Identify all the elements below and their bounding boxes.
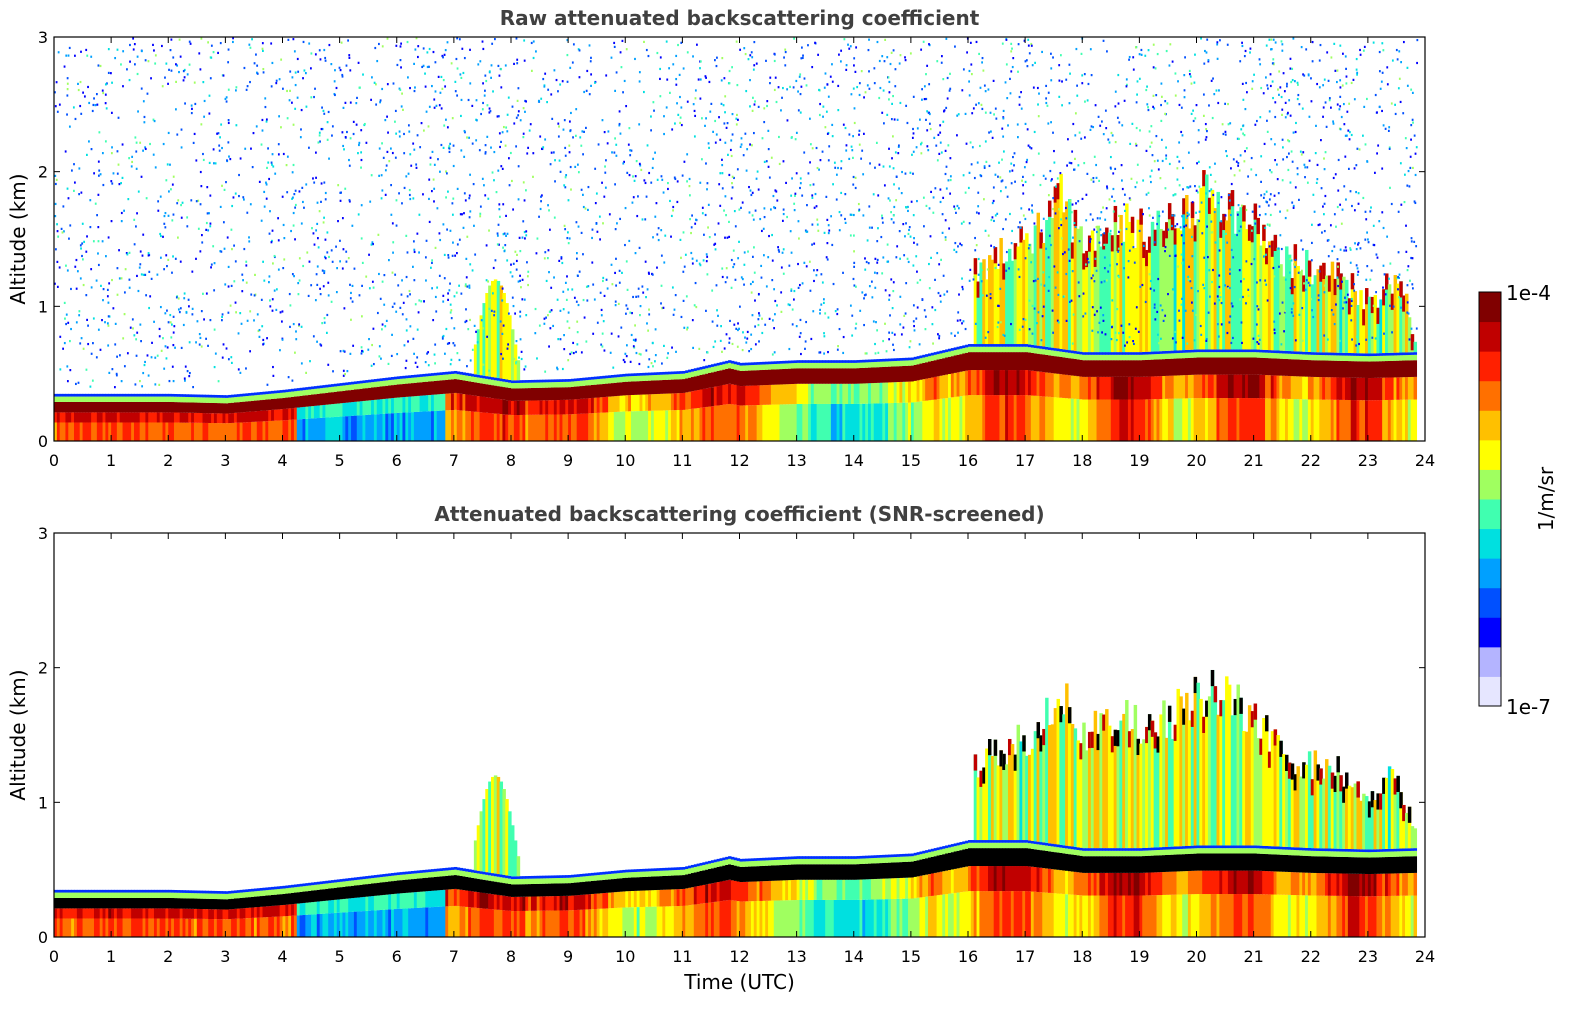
x-tick-label: 12 — [729, 451, 749, 470]
x-tick-label: 19 — [1129, 451, 1149, 470]
colorbar-segment — [1479, 380, 1501, 411]
x-tick-label: 6 — [392, 947, 402, 966]
x-tick-label: 13 — [786, 451, 806, 470]
x-tick-label: 15 — [901, 947, 921, 966]
colorbar-segment — [1479, 676, 1501, 707]
colorbar-label: 1/m/sr — [1534, 466, 1558, 531]
colorbar-segment — [1479, 617, 1501, 648]
colorbar-segment — [1479, 469, 1501, 500]
colorbar-segment — [1479, 528, 1501, 559]
x-tick-label: 3 — [220, 451, 230, 470]
x-tick-label: 19 — [1129, 947, 1149, 966]
x-tick-label: 18 — [1072, 947, 1092, 966]
colorbar-segment — [1479, 321, 1501, 352]
x-tick-label: 23 — [1358, 947, 1378, 966]
colorbar-segment — [1479, 292, 1501, 323]
y-tick-label: 1 — [38, 793, 48, 812]
x-tick-label: 21 — [1243, 451, 1263, 470]
x-tick-label: 4 — [277, 947, 287, 966]
y-axis-label: Altitude (km) — [6, 669, 30, 800]
colorbar-min-label: 1e-7 — [1506, 695, 1551, 719]
panel-title-screened: Attenuated backscattering coefficient (S… — [434, 502, 1045, 526]
x-tick-label: 14 — [844, 451, 864, 470]
x-tick-label: 4 — [277, 451, 287, 470]
y-tick-label: 0 — [38, 928, 48, 947]
x-tick-label: 20 — [1186, 947, 1206, 966]
x-tick-label: 21 — [1243, 947, 1263, 966]
x-tick-label: 0 — [49, 947, 59, 966]
x-tick-label: 17 — [1015, 451, 1035, 470]
colorbar-segment — [1479, 558, 1501, 589]
y-axis-label: Altitude (km) — [6, 173, 30, 304]
x-tick-label: 23 — [1358, 451, 1378, 470]
x-tick-label: 1 — [106, 451, 116, 470]
snr-screened-backscatter-panel: 0 1 2 3 4 5 6 7 8 9 10 11 12 13 14 15 16 17 18 19 20 21 22 23 24… — [6, 524, 1435, 994]
x-tick-label: 24 — [1415, 947, 1435, 966]
x-tick-label: 9 — [563, 947, 573, 966]
raw-backscatter-panel: 0 1 2 3 4 5 6 7 8 9 10 11 12 13 14 15 16 17 18 19 20 21 22 23 24… — [6, 28, 1435, 470]
backscatter-heatmap — [54, 37, 1425, 441]
x-tick-label: 5 — [335, 947, 345, 966]
x-tick-label: 15 — [901, 451, 921, 470]
x-tick-label: 10 — [615, 947, 635, 966]
x-tick-label: 14 — [844, 947, 864, 966]
x-tick-label: 7 — [449, 947, 459, 966]
x-tick-label: 3 — [220, 947, 230, 966]
x-tick-label: 0 — [49, 451, 59, 470]
x-tick-label: 24 — [1415, 451, 1435, 470]
colorbar-segment — [1479, 439, 1501, 470]
x-tick-label: 2 — [163, 451, 173, 470]
colorbar-segment — [1479, 351, 1501, 382]
panel-title-raw: Raw attenuated backscattering coefficien… — [499, 6, 980, 30]
colorbar-segment — [1479, 410, 1501, 441]
x-tick-label: 18 — [1072, 451, 1092, 470]
y-tick-label: 2 — [38, 659, 48, 678]
y-tick-label: 2 — [38, 163, 48, 182]
x-tick-label: 8 — [506, 947, 516, 966]
x-tick-label: 11 — [672, 451, 692, 470]
x-tick-label: 9 — [563, 451, 573, 470]
x-tick-label: 10 — [615, 451, 635, 470]
colorbar-segment — [1479, 646, 1501, 677]
x-tick-label: 13 — [786, 947, 806, 966]
x-tick-label: 5 — [335, 451, 345, 470]
x-tick-label: 7 — [449, 451, 459, 470]
y-tick-label: 3 — [38, 28, 48, 47]
x-tick-label: 22 — [1301, 947, 1321, 966]
colorbar-segment — [1479, 499, 1501, 530]
colorbar-segment — [1479, 587, 1501, 618]
x-tick-label: 1 — [106, 947, 116, 966]
x-tick-label: 16 — [958, 451, 978, 470]
x-tick-label: 20 — [1186, 451, 1206, 470]
x-tick-label: 17 — [1015, 947, 1035, 966]
x-tick-label: 2 — [163, 947, 173, 966]
x-tick-label: 12 — [729, 947, 749, 966]
x-tick-label: 8 — [506, 451, 516, 470]
x-tick-label: 11 — [672, 947, 692, 966]
backscatter-heatmap — [54, 533, 1425, 937]
x-tick-label: 22 — [1301, 451, 1321, 470]
colorbar: 1e-4 1e-7 1/m/sr — [1478, 281, 1558, 719]
y-tick-label: 3 — [38, 524, 48, 543]
y-tick-label: 0 — [38, 432, 48, 451]
x-tick-label: 6 — [392, 451, 402, 470]
y-tick-label: 1 — [38, 297, 48, 316]
x-tick-label: 16 — [958, 947, 978, 966]
x-axis-label: Time (UTC) — [683, 970, 795, 994]
colorbar-max-label: 1e-4 — [1506, 281, 1551, 305]
